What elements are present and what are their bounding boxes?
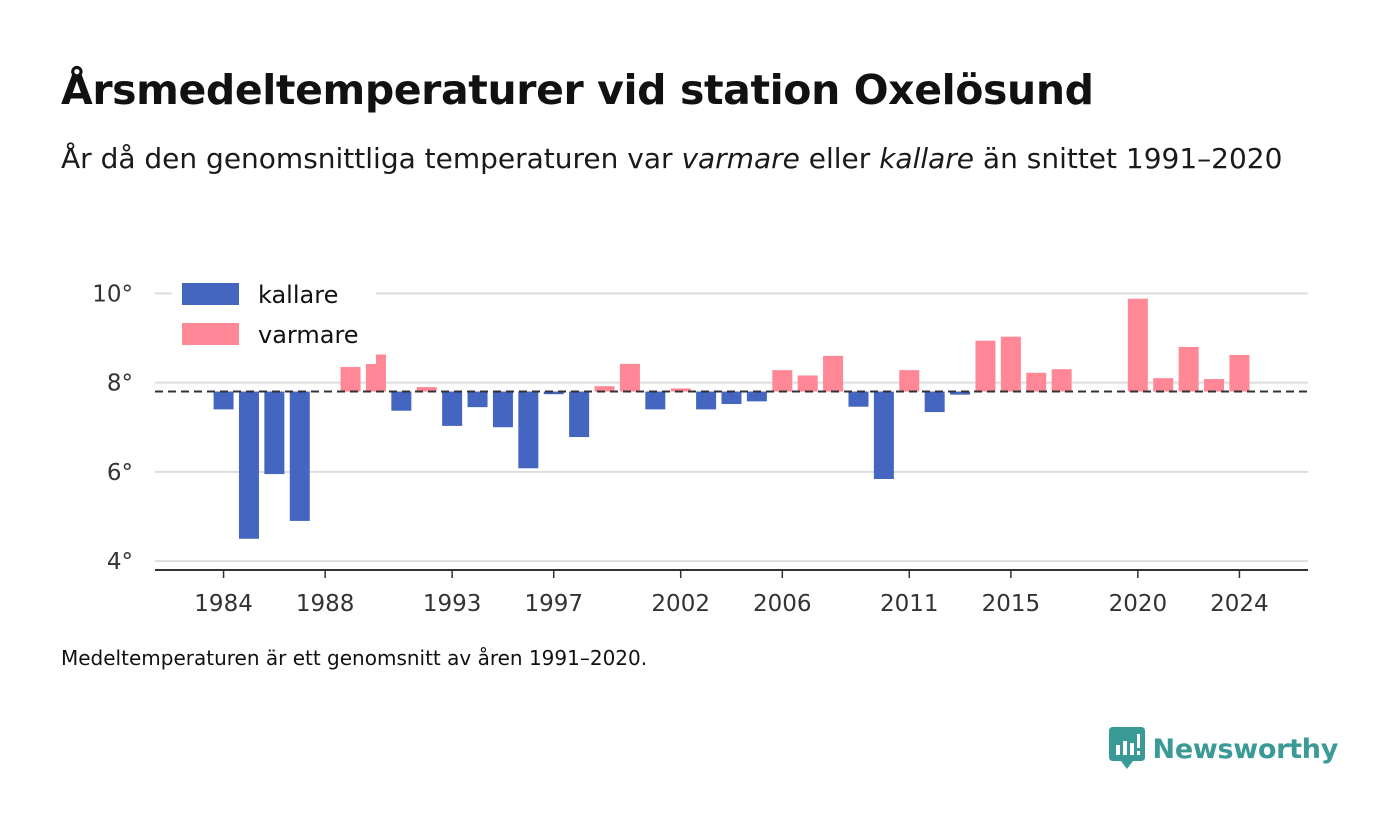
subtitle-part3: än snittet 1991–2020 [974,142,1283,175]
bars [213,298,1250,539]
bar-2004 [721,391,742,405]
bar-2014 [975,340,996,392]
bar-1984 [213,391,234,410]
newsworthy-logo-icon [1108,727,1145,769]
y-tick-label: 8° [107,371,133,397]
bar-1994 [467,391,488,408]
bar-2010 [873,391,894,479]
bar-2016 [1026,372,1047,392]
subtitle-cold-word: kallare [879,142,975,175]
x-tick-label: 1988 [296,591,355,617]
legend: kallare varmare [172,276,376,364]
y-tick-label: 10° [92,281,133,307]
legend-label-cold: kallare [258,281,338,309]
bar-2022 [1178,346,1199,392]
x-tick-label: 2020 [1109,591,1168,617]
bar-2024 [1229,354,1250,392]
legend-swatch-cold [182,283,239,305]
bar-1991 [391,391,412,411]
x-tick-label: 2011 [880,591,939,617]
bar-1999 [594,386,615,392]
brand-name: Newsworthy [1152,733,1339,765]
bar-1995 [492,391,513,428]
axes: 4° 6° 8° 10° 1984 1988 1993 1997 2002 2006 2011 201… [92,281,1308,617]
bar-2009 [848,391,869,407]
bar-1986 [264,391,285,475]
bar-2000 [619,363,640,392]
subtitle-part1: År då den genomsnittliga temperaturen va… [61,142,682,175]
legend-swatch-warm [182,323,239,345]
x-tick-label: 2024 [1210,591,1269,617]
x-tick-label: 2006 [753,591,812,617]
bar-2007 [797,375,818,392]
bar-1985 [238,391,259,539]
bar-2002 [670,388,691,392]
bar-2017 [1051,369,1072,392]
y-tick-label: 6° [107,460,133,486]
bar-2011 [899,370,920,392]
bar-2006 [772,370,793,392]
x-tick-label: 2015 [982,591,1041,617]
footnote: Medeltemperaturen är ett genomsnitt av å… [61,646,648,670]
bar-2008 [823,355,844,392]
bar-1992 [416,387,437,392]
bar-1997 [543,391,564,395]
bar-2001 [645,391,666,410]
brand-logo: Newsworthy [1108,727,1339,771]
bar-2013 [950,391,971,395]
x-tick-label: 1997 [524,591,583,617]
bar-1998 [569,391,590,438]
bar-2005 [746,391,767,402]
bar-2003 [696,391,717,410]
x-tick-label: 2002 [651,591,710,617]
bar-1996 [518,391,539,469]
bar-2021 [1153,378,1174,392]
x-tick-label: 1993 [423,591,482,617]
bar-1993 [442,391,463,426]
bar-2023 [1204,379,1225,392]
subtitle-part2: eller [799,142,880,175]
bar-2020 [1127,298,1148,392]
legend-label-warm: varmare [258,321,359,349]
bar-2015 [1000,336,1021,392]
y-tick-label: 4° [107,549,133,575]
bar-1989 [340,367,361,392]
subtitle-warm-word: varmare [681,142,800,175]
x-tick-label: 1984 [194,591,253,617]
chart-subtitle: År då den genomsnittliga temperaturen va… [61,138,1311,180]
bar-2012 [924,391,945,413]
chart-title: Årsmedeltemperaturer vid station Oxelösu… [61,66,1094,114]
bar-1987 [289,391,310,521]
